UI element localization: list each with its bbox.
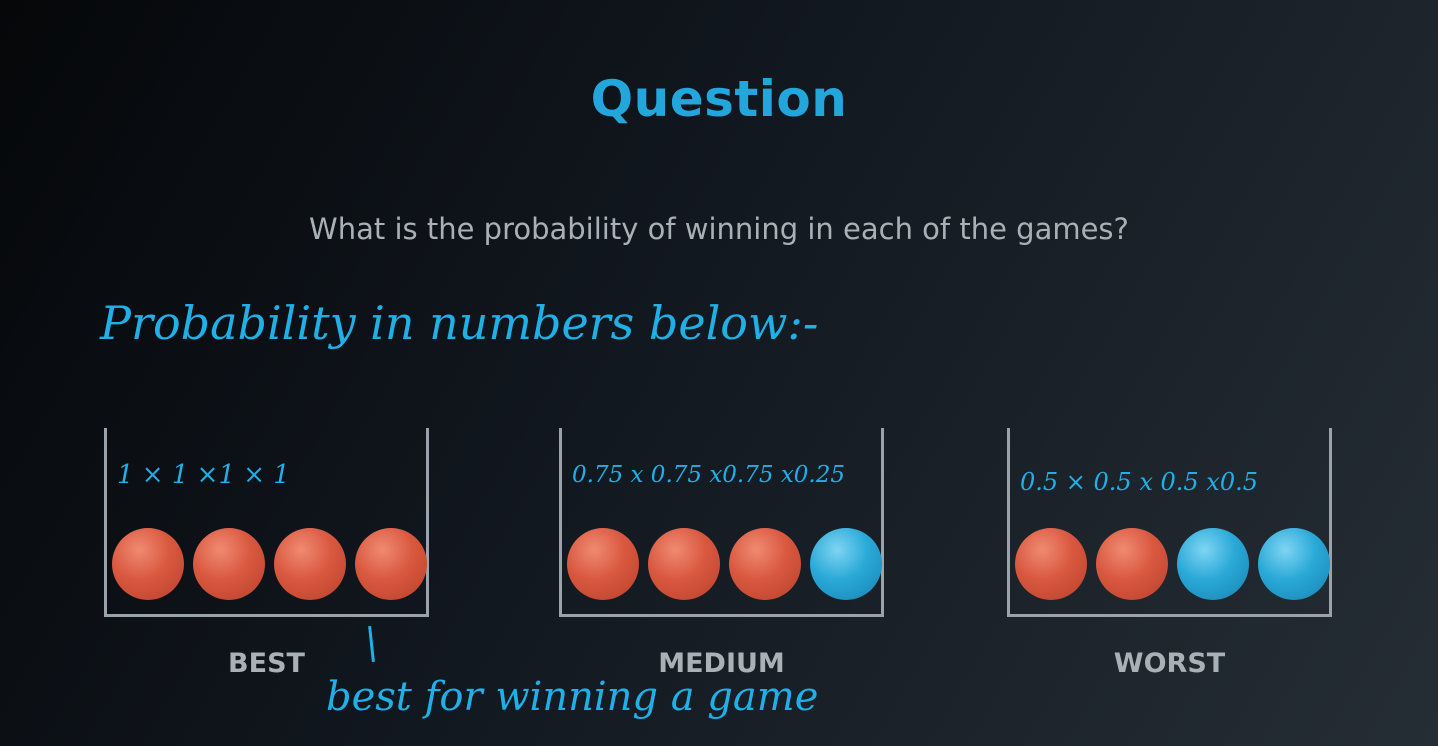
handwritten-note: best for winning a game [326,674,819,720]
handwritten-probability: 0.5 × 0.5 x 0.5 x0.5 [1020,468,1258,496]
handwritten-probability: 1 × 1 ×1 × 1 [117,460,290,490]
slide-title: Question [590,70,848,128]
blue-ball [810,528,882,600]
bucket-medium: 0.75 x 0.75 x0.75 x0.25 [559,428,884,617]
red-ball [355,528,427,600]
red-ball [274,528,346,600]
red-ball [1096,528,1168,600]
red-ball [648,528,720,600]
bucket-label-medium: MEDIUM [658,648,785,679]
question-text: What is the probability of winning in ea… [309,212,1129,246]
blue-ball [1258,528,1330,600]
bucket-label-worst: WORST [1113,648,1226,679]
handwritten-probability: 0.75 x 0.75 x0.75 x0.25 [572,462,846,488]
bucket-label-best: BEST [228,648,305,679]
handwritten-heading: Probability in numbers below:- [100,296,819,350]
red-ball [1015,528,1087,600]
bucket-worst: 0.5 × 0.5 x 0.5 x0.5 [1007,428,1332,617]
red-ball [112,528,184,600]
red-ball [193,528,265,600]
red-ball [729,528,801,600]
red-ball [567,528,639,600]
bucket-best: 1 × 1 ×1 × 1 [104,428,429,617]
blue-ball [1177,528,1249,600]
